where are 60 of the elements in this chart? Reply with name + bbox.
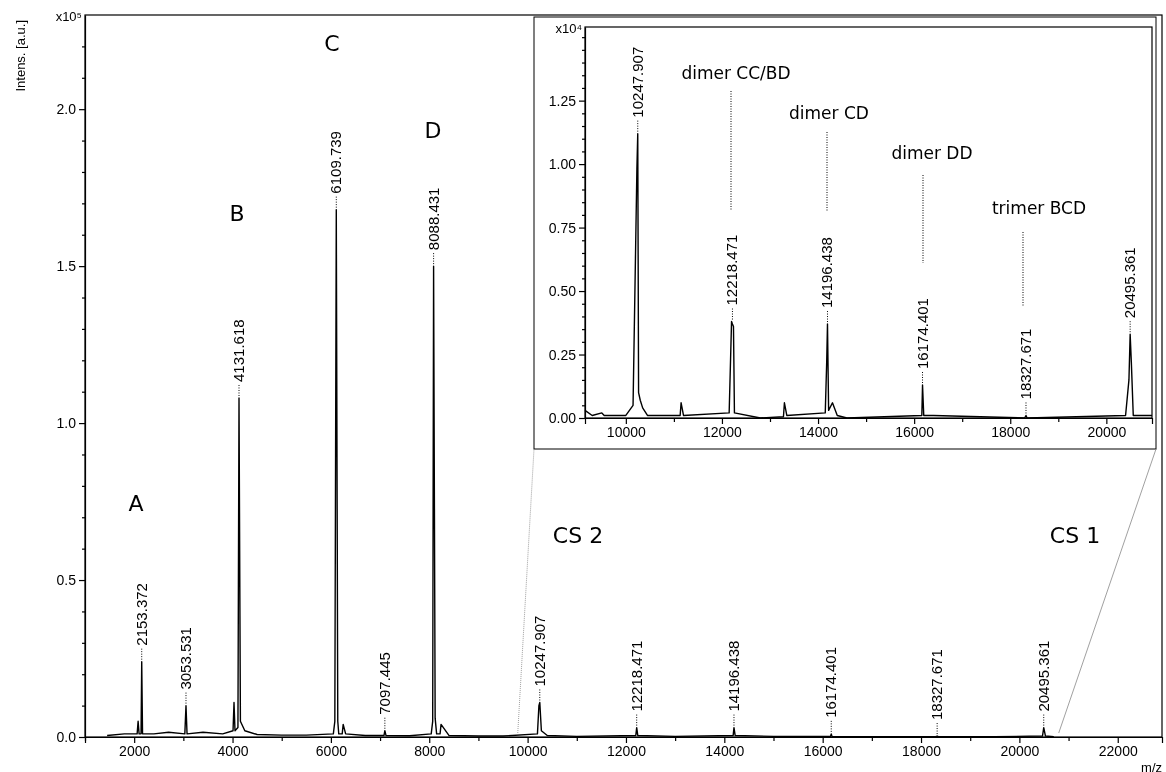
annotation: 3053.531 — [176, 627, 194, 690]
annotation: dimer CC/BD — [681, 62, 791, 83]
annotation: 2153.372 — [132, 583, 150, 646]
annotation: A — [128, 490, 144, 516]
annotation: 4131.618 — [230, 319, 248, 382]
annotation: 6109.739 — [327, 131, 345, 194]
text: x10⁵ — [55, 9, 82, 24]
annotation: x10⁴ — [555, 21, 582, 36]
annotation: 10247.907 — [628, 46, 646, 118]
annotation: 18327.671 — [1016, 328, 1034, 400]
x-tick-label: 6000 — [315, 742, 348, 759]
y-tick-label: 1.0 — [56, 415, 77, 432]
annotation: 8088.431 — [424, 187, 442, 251]
annotation: 14196.438 — [724, 640, 742, 712]
x-tick-label: 22000 — [1098, 742, 1138, 759]
x-tick-label: 18000 — [991, 423, 1031, 440]
annotation: 20495.361 — [1034, 640, 1052, 712]
x-tick-label: 12000 — [702, 423, 743, 440]
x-tick-label: 14000 — [799, 423, 839, 440]
x-tick-label: 16000 — [895, 423, 935, 440]
x-tick-label: 14000 — [705, 742, 745, 759]
text: 0.0 — [56, 728, 76, 745]
annotation: CS 2 — [552, 522, 604, 548]
x-tick-label: 18000 — [902, 742, 942, 759]
annotation: 12218.471 — [627, 640, 645, 712]
annotation: 7097.445 — [375, 652, 393, 715]
x-tick-label: 12000 — [606, 742, 647, 759]
y-tick-label: 2.0 — [56, 101, 77, 118]
annotation: 18327.671 — [928, 649, 946, 721]
annotation: C — [324, 30, 340, 56]
x-tick-label: 10000 — [508, 742, 548, 759]
x-tick-label: 20000 — [1087, 423, 1127, 440]
annotation: dimer CD — [789, 102, 869, 123]
y-tick-label: 1.5 — [56, 258, 77, 275]
y-tick-label: 0.5 — [56, 572, 77, 589]
y-tick-label: 1.00 — [548, 156, 577, 173]
y-axis-title: Intens. [a.u.] — [13, 20, 28, 92]
x-tick-label: 4000 — [217, 742, 249, 759]
annotation: trimer BCD — [991, 197, 1087, 218]
annotation: dimer DD — [891, 142, 973, 163]
annotation: 14196.438 — [818, 237, 836, 309]
x-axis-title: m/z — [1141, 760, 1162, 772]
annotation: 16174.401 — [913, 298, 931, 369]
x-tick-label: 16000 — [803, 742, 843, 759]
x-tick-label: 20000 — [1000, 742, 1040, 759]
annotation: 20495.361 — [1121, 247, 1139, 319]
y-tick-label: 0.50 — [548, 283, 577, 300]
annotation: B — [229, 200, 245, 226]
annotation: CS 1 — [1049, 522, 1101, 548]
x-tick-label: 2000 — [119, 742, 151, 759]
annotation: 16174.401 — [822, 646, 840, 718]
y-tick-label: 0.75 — [548, 219, 577, 236]
y-tick-label: 1.25 — [548, 92, 577, 109]
annotation: D — [424, 117, 442, 143]
x-tick-label: 8000 — [414, 742, 446, 759]
y-tick-label: 0.25 — [548, 346, 577, 363]
annotation: 10247.907 — [530, 615, 548, 687]
x-tick-label: 10000 — [606, 423, 647, 440]
annotation: 12218.471 — [723, 234, 741, 306]
text: 0.00 — [548, 409, 576, 426]
